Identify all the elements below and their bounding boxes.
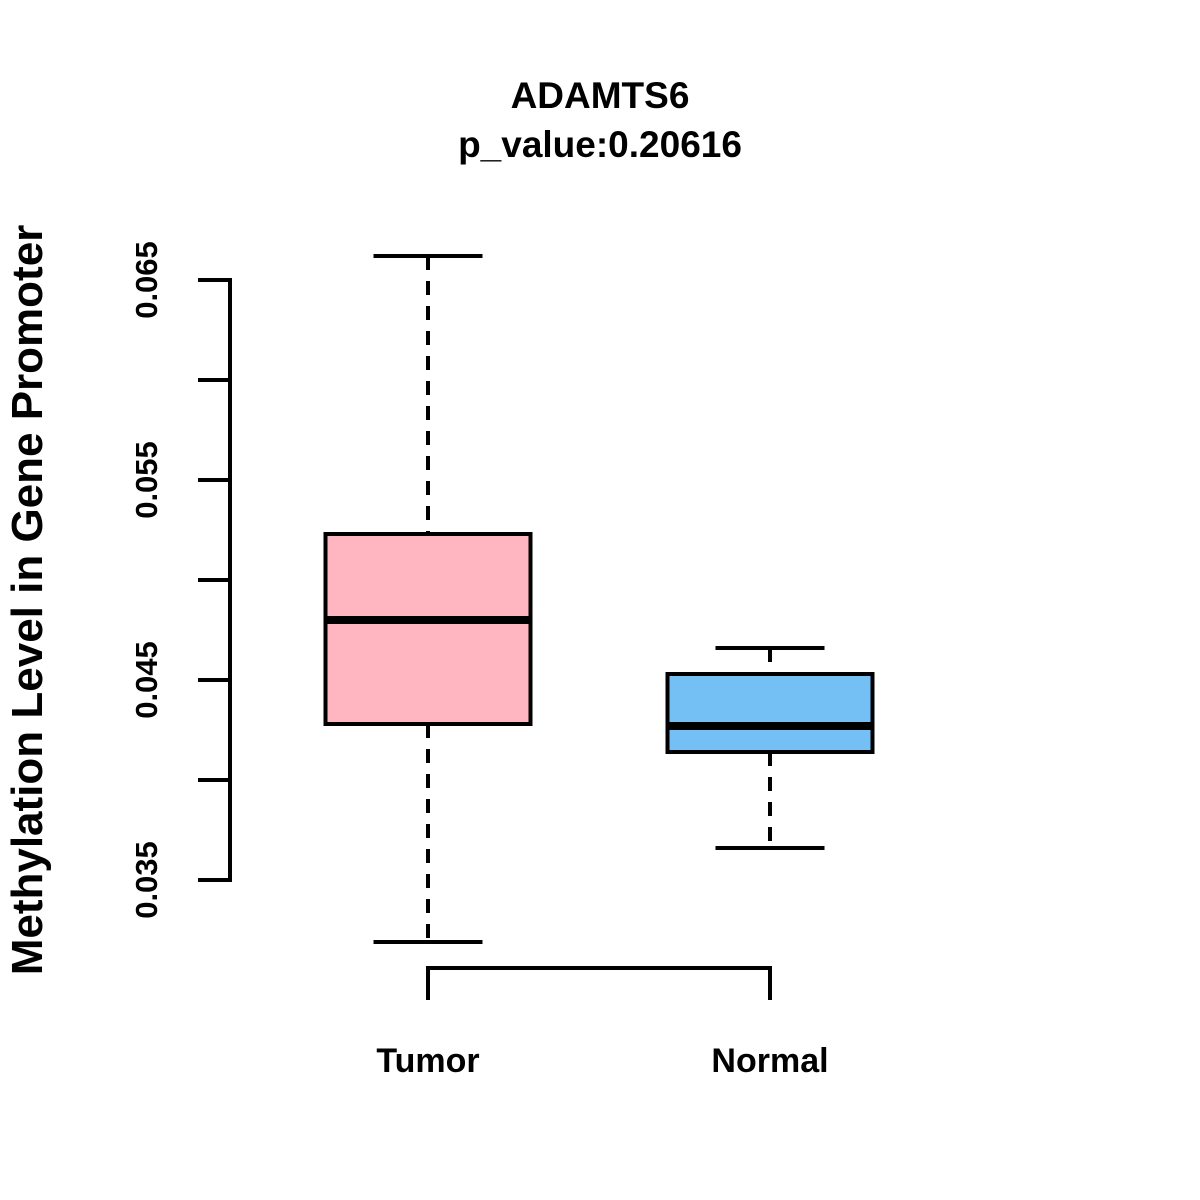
box-tumor <box>323 532 533 726</box>
plot-area: 0.035 0.045 0.055 0.065 Tumor Normal <box>129 241 875 1080</box>
y-tick-label: 0.035 <box>129 841 164 919</box>
y-axis-title: Methylation Level in Gene Promoter <box>3 225 52 976</box>
y-tick-label: 0.055 <box>129 441 164 519</box>
x-tick-label-normal: Normal <box>711 1042 828 1080</box>
y-tick-label: 0.045 <box>129 641 164 719</box>
chart-title: ADAMTS6 <box>511 75 690 116</box>
x-tick-label-tumor: Tumor <box>376 1042 479 1080</box>
x-axis-bracket <box>426 966 772 1000</box>
y-tick-label: 0.065 <box>129 241 164 319</box>
chart-subtitle: p_value:0.20616 <box>458 124 742 165</box>
box-normal <box>665 672 875 754</box>
